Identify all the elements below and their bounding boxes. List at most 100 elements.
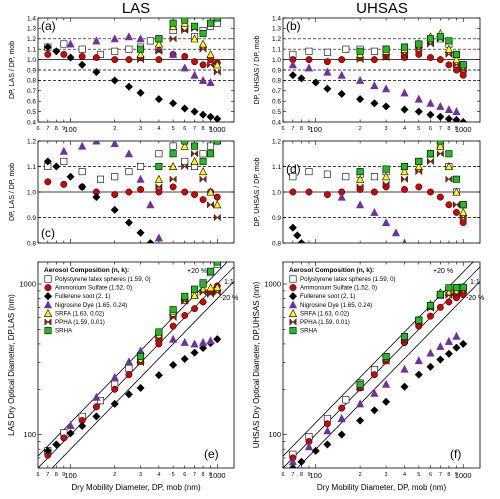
data-point-soot: [124, 218, 134, 227]
x-tick-label: 7: [46, 126, 49, 132]
x-tick-label: 2: [359, 472, 362, 478]
data-point-srfa: [452, 55, 461, 64]
data-point-as: [169, 183, 177, 191]
data-point-nigrosine: [381, 218, 391, 227]
y-tick-label: 0.9: [27, 67, 36, 74]
y-tick-label: 100: [268, 430, 281, 439]
legend-label-nigrosine: Nigrosine Dye (1.65, 0.24): [300, 302, 372, 309]
x-tick-label: 4: [403, 472, 406, 478]
data-point-soot: [198, 110, 208, 119]
data-point-as: [401, 186, 408, 193]
x-tick-label: 6: [36, 472, 39, 478]
data-point-psl: [97, 175, 105, 183]
data-point-soot: [206, 112, 215, 121]
data-point-srha: [356, 168, 364, 176]
data-point-ppha: [199, 45, 207, 53]
data-point-soot: [52, 440, 61, 449]
y-tick-label: 1.4: [272, 15, 281, 22]
x-tick-label: 8: [55, 472, 58, 478]
data-point-srfa: [414, 162, 423, 170]
data-point-soot: [43, 157, 52, 166]
data-point-soot: [436, 112, 445, 121]
data-point-as: [459, 71, 467, 79]
data-point-soot: [136, 228, 145, 237]
ref-label-unity: 1:1: [470, 279, 480, 286]
data-point-srfa: [198, 167, 208, 176]
legend-marker-psl: [289, 275, 297, 283]
data-point-srha: [401, 43, 409, 51]
series-soot: [288, 339, 468, 468]
data-point-as: [44, 178, 52, 186]
data-point-soot: [66, 172, 75, 181]
y-tick-label: 1.2: [272, 138, 281, 145]
x-tick-label: 9: [307, 126, 310, 132]
data-point-srfa: [452, 187, 461, 196]
data-point-as: [199, 61, 207, 69]
data-point-soot: [288, 223, 297, 232]
data-point-as: [323, 58, 331, 66]
data-point-nigrosine: [66, 39, 75, 48]
data-point-nigrosine: [198, 337, 208, 346]
data-point-psl: [207, 142, 215, 150]
y-tick-label: 1.1: [272, 164, 281, 171]
data-point-as: [155, 188, 163, 196]
x-tick-label: 4: [157, 472, 160, 478]
legend-marker-srha: [289, 327, 297, 335]
series-srfa: [154, 141, 222, 209]
data-point-soot: [110, 76, 119, 85]
x-tick-label: 9: [62, 126, 65, 132]
y-tick-label: 1.2: [27, 138, 36, 145]
data-point-psl: [289, 173, 297, 181]
data-point-nigrosine: [400, 364, 409, 373]
series-as: [44, 178, 221, 204]
data-point-srha: [356, 47, 364, 55]
data-point-srha: [401, 163, 409, 171]
data-point-srfa: [356, 174, 365, 183]
data-point-as: [370, 371, 378, 379]
series-soot: [288, 71, 468, 122]
panel-d: 0.8 0.9 1.0 1.1 1.2 DP, UHSAS / DP, mob (d): [254, 138, 481, 247]
data-point-srha: [137, 353, 145, 361]
x-tick-label: 3: [385, 126, 388, 132]
data-point-as: [452, 294, 460, 302]
data-point-soot: [43, 446, 52, 455]
x-tick-label: 6: [429, 472, 432, 478]
x-tick-label: 2: [113, 472, 116, 478]
y-tick-label: 0.6: [27, 99, 36, 106]
data-point-soot: [293, 231, 302, 240]
data-point-psl: [370, 173, 378, 181]
legend-label-as: Ammonium Sulfate (1.52, 0): [300, 285, 377, 292]
plot-frame: [282, 261, 481, 469]
data-point-as: [199, 196, 207, 204]
data-point-nigrosine: [337, 70, 346, 79]
data-point-srha: [199, 280, 207, 288]
data-series-group: [43, 141, 222, 243]
ref-label-unity: 1:1: [224, 279, 234, 286]
data-point-psl: [78, 168, 86, 176]
data-point-srfa: [213, 282, 222, 291]
data-point-as: [155, 340, 163, 348]
data-point-nigrosine: [356, 75, 365, 84]
data-point-nigrosine: [356, 399, 365, 408]
data-point-as: [338, 404, 346, 412]
data-point-ppha: [356, 55, 364, 64]
data-point-srha: [426, 150, 434, 158]
data-point-psl: [181, 157, 189, 165]
data-point-nigrosine: [59, 146, 68, 155]
data-point-as: [60, 180, 68, 188]
data-point-as: [427, 312, 434, 320]
data-point-as: [155, 56, 163, 64]
legend-label-srha: SRHA: [300, 328, 318, 335]
data-point-ppha: [382, 180, 390, 189]
data-point-srha: [191, 22, 199, 30]
legend-label-srfa: SRFA (1.63, 0.02): [300, 310, 349, 317]
data-point-nigrosine: [110, 34, 119, 43]
legend-title: Aerosol Composition (n, k):: [44, 267, 129, 274]
series-srha: [155, 141, 221, 171]
panel-c: 0.8 0.9 1.0 1.1 1.2 DP, LAS / DP, mob (c): [9, 138, 235, 247]
data-point-as: [111, 56, 119, 64]
data-point-as: [191, 58, 199, 66]
